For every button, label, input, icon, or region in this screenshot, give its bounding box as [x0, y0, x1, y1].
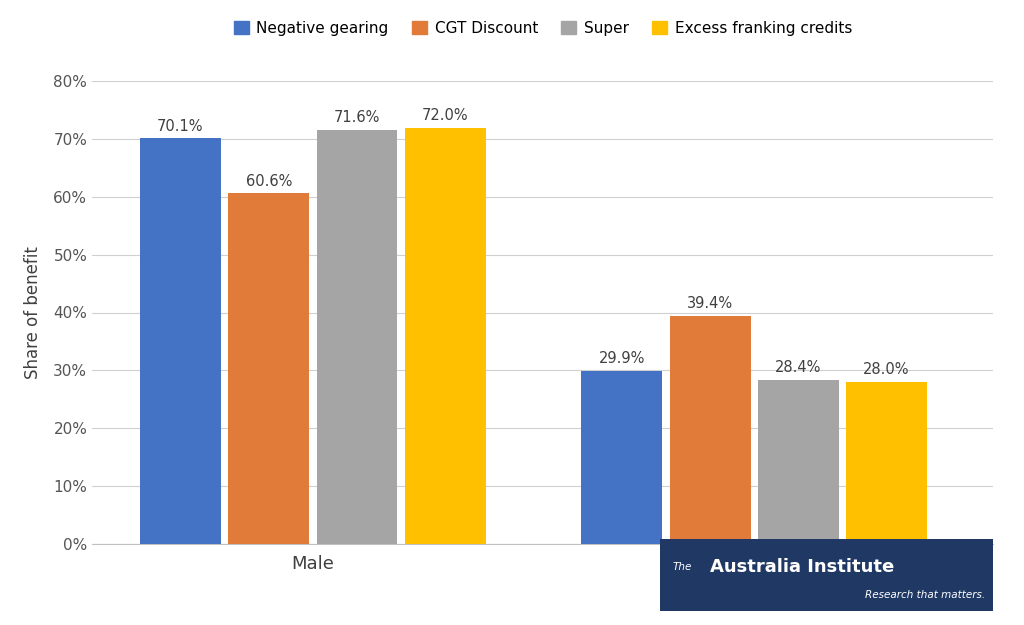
Y-axis label: Share of benefit: Share of benefit: [25, 246, 42, 379]
Legend: Negative gearing, CGT Discount, Super, Excess franking credits: Negative gearing, CGT Discount, Super, E…: [227, 15, 858, 42]
Text: 28.0%: 28.0%: [863, 362, 910, 378]
Bar: [228, 193, 309, 544]
Text: The: The: [673, 562, 692, 572]
Text: 28.4%: 28.4%: [775, 360, 821, 375]
Text: 72.0%: 72.0%: [422, 108, 469, 123]
Text: 60.6%: 60.6%: [246, 174, 292, 189]
Bar: [404, 127, 485, 544]
Bar: [670, 316, 751, 544]
Text: Australia Institute: Australia Institute: [710, 558, 894, 576]
Bar: [758, 379, 839, 544]
Text: Research that matters.: Research that matters.: [865, 591, 985, 601]
Bar: [846, 382, 927, 544]
Text: 70.1%: 70.1%: [157, 119, 204, 134]
Bar: [316, 130, 397, 544]
Text: 29.9%: 29.9%: [599, 351, 645, 366]
Text: 39.4%: 39.4%: [687, 296, 733, 311]
Bar: [140, 139, 221, 544]
Text: 71.6%: 71.6%: [334, 110, 380, 125]
Bar: [582, 371, 663, 544]
